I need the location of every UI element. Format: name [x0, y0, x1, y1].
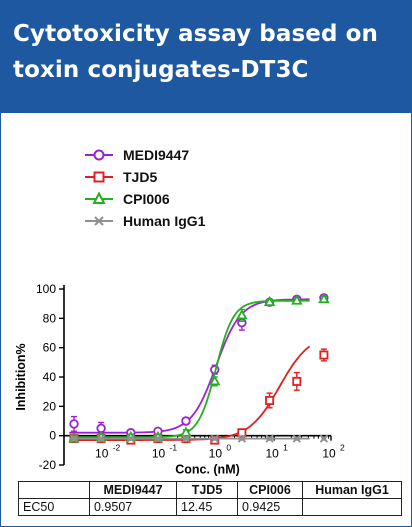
- y-tick-label: 0: [49, 429, 56, 443]
- y-tick-label: 100: [36, 282, 56, 296]
- table-header-cell: TJD5: [176, 481, 238, 499]
- x-tick-label: 10: [322, 447, 336, 461]
- fit-curve: [69, 299, 310, 438]
- y-tick-label: 60: [43, 341, 57, 355]
- x-tick-label: 10: [95, 447, 109, 461]
- data-point: [181, 416, 191, 426]
- x-tick-exponent: 1: [283, 443, 288, 453]
- y-tick-label: -20: [39, 458, 57, 472]
- table-cell: EC50: [18, 498, 90, 516]
- x-tick-label: 10: [265, 447, 279, 461]
- legend-item-medi9447: MEDI9447: [83, 145, 283, 167]
- data-point: [69, 434, 79, 443]
- table-cell: 0.9425: [237, 498, 303, 516]
- legend-label: MEDI9447: [123, 147, 190, 163]
- data-point: [96, 434, 106, 443]
- data-point: [265, 434, 274, 443]
- x-marker-icon: [85, 216, 113, 226]
- table-header-cell: MEDI9447: [89, 481, 177, 499]
- chart-legend: MEDI9447 TJD5 CPI006 Human IgG1: [83, 145, 283, 233]
- ec50-table: MEDI9447 TJD5 CPI006 Human IgG1 EC50 0.9…: [18, 481, 402, 516]
- table-header-cell: CPI006: [237, 481, 303, 499]
- x-axis-label: Conc. (nM): [175, 463, 240, 476]
- data-point: [236, 309, 248, 320]
- data-point: [292, 376, 302, 386]
- legend-label: TJD5: [123, 169, 158, 185]
- data-point: [318, 292, 330, 304]
- data-point: [181, 434, 191, 443]
- x-tick-exponent: 2: [340, 443, 345, 453]
- data-point: [153, 434, 163, 443]
- y-tick-label: 20: [43, 399, 57, 413]
- square-marker-icon: [85, 171, 113, 183]
- fit-curve: [69, 298, 310, 434]
- title-line-1: Cytotoxicity assay based on: [13, 21, 379, 47]
- data-point: [69, 419, 79, 429]
- data-point: [210, 434, 219, 443]
- table-cell: 0.9507: [89, 498, 177, 516]
- legend-item-tjd5: TJD5: [83, 167, 283, 189]
- title-line-2: toxin conjugates-DT3C: [13, 57, 309, 83]
- data-point: [319, 434, 329, 443]
- data-point: [263, 295, 276, 307]
- data-point: [209, 375, 221, 386]
- table-header-row: MEDI9447 TJD5 CPI006 Human IgG1: [18, 481, 402, 499]
- x-tick-label: 10: [209, 447, 223, 461]
- data-point: [292, 434, 301, 443]
- circle-marker-icon: [85, 149, 113, 161]
- y-tick-label: 40: [43, 370, 57, 384]
- data-point: [237, 434, 247, 443]
- data-point: [180, 426, 192, 437]
- table-cell: 12.45: [176, 498, 238, 516]
- x-tick-exponent: -2: [113, 443, 121, 453]
- triangle-marker-icon: [85, 191, 113, 204]
- x-tick-exponent: 0: [226, 443, 231, 453]
- table-row: EC50 0.9507 12.45 0.9425: [18, 498, 402, 516]
- legend-label: CPI006: [123, 191, 170, 207]
- table-header-cell: [18, 481, 90, 499]
- legend-label: Human IgG1: [123, 213, 206, 229]
- x-tick-label: 10: [152, 447, 166, 461]
- data-point: [291, 294, 303, 305]
- table-header-cell: Human IgG1: [302, 481, 402, 499]
- data-point: [265, 395, 275, 405]
- y-tick-label: 80: [43, 311, 57, 325]
- header-banner: Cytotoxicity assay based on toxin conjug…: [1, 1, 411, 113]
- fit-curve: [69, 345, 311, 441]
- y-axis-label: Inhibition%: [14, 343, 28, 410]
- data-point: [237, 428, 247, 438]
- data-point: [319, 350, 329, 360]
- table-cell: [302, 498, 402, 516]
- x-tick-exponent: -1: [170, 443, 178, 453]
- legend-item-cpi006: CPI006: [83, 189, 283, 211]
- data-point: [126, 434, 135, 443]
- legend-item-human-igg1: Human IgG1: [83, 211, 283, 233]
